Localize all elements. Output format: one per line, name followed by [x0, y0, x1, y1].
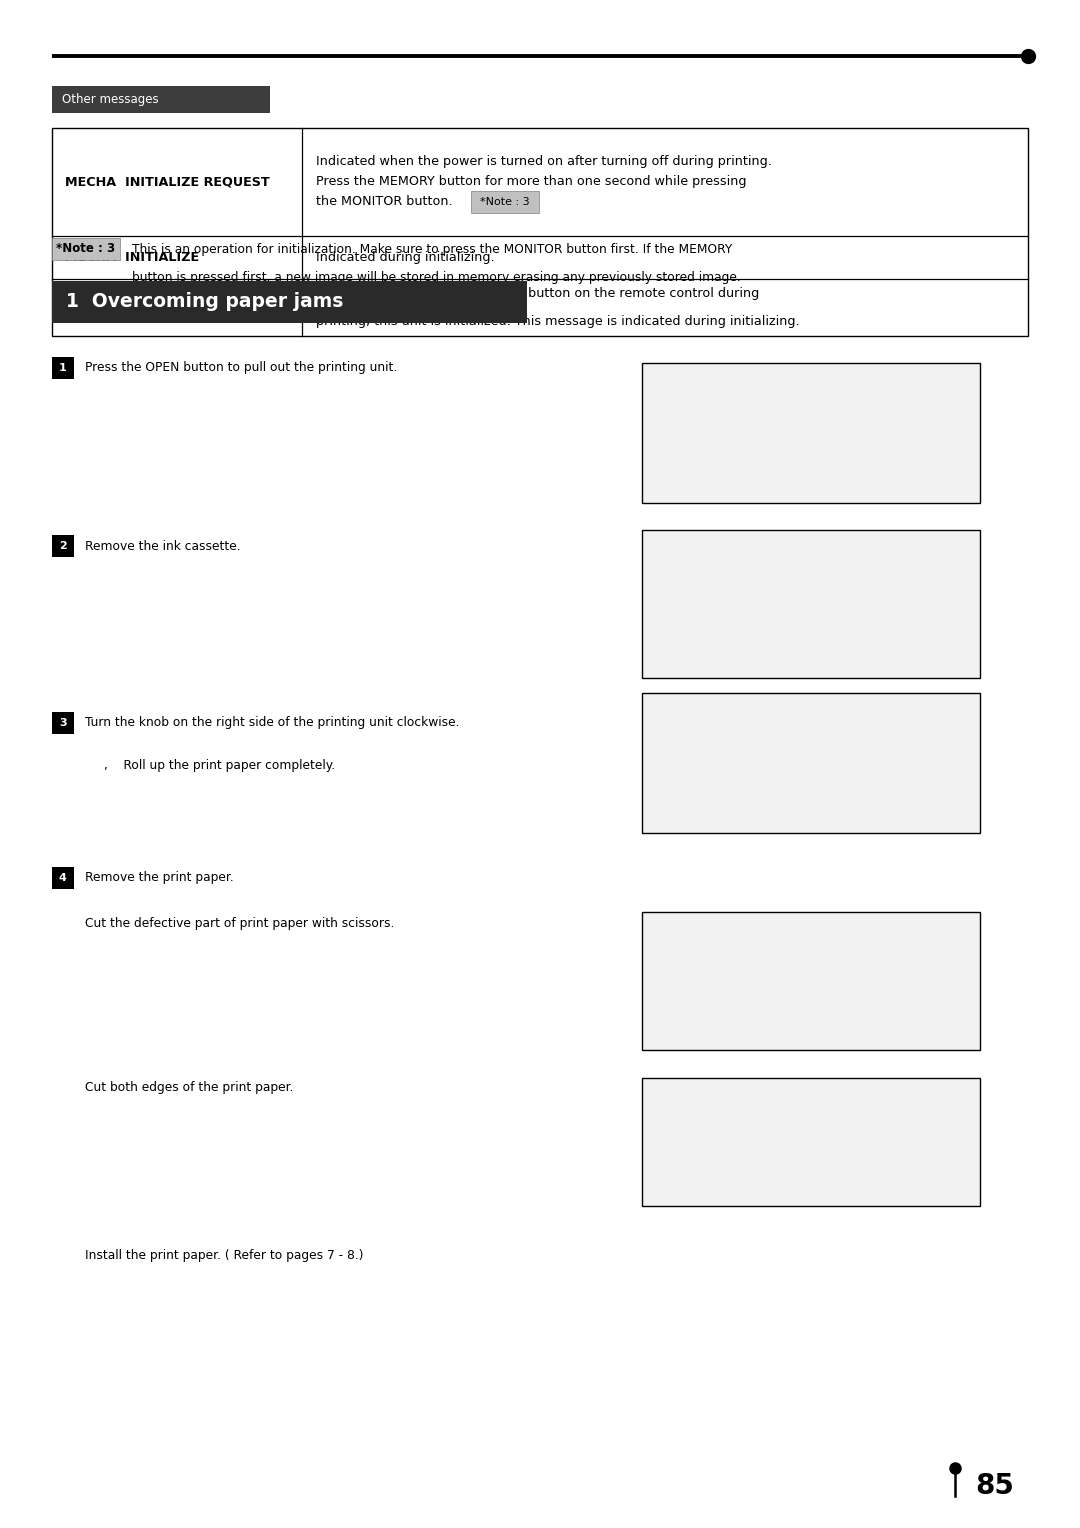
- Text: MECHA  INITIALIZE REQUEST: MECHA INITIALIZE REQUEST: [65, 176, 270, 188]
- Text: 1: 1: [59, 364, 67, 373]
- Text: 85: 85: [975, 1471, 1014, 1500]
- Bar: [52, 281, 527, 322]
- Bar: [52, 712, 73, 733]
- Text: 4: 4: [58, 872, 67, 883]
- Text: Press the OPEN button to pull out the printing unit.: Press the OPEN button to pull out the pr…: [85, 362, 397, 374]
- Text: the MONITOR button.: the MONITOR button.: [316, 196, 453, 208]
- Text: Remove the ink cassette.: Remove the ink cassette.: [85, 539, 241, 553]
- Bar: [52, 535, 73, 556]
- Text: 2: 2: [59, 541, 67, 552]
- Text: Install the print paper. ( Refer to pages 7 - 8.): Install the print paper. ( Refer to page…: [85, 1250, 364, 1262]
- Text: In the case of pressing the STOP button on the remote control during: In the case of pressing the STOP button …: [316, 287, 759, 299]
- Bar: [642, 694, 980, 833]
- Text: printing, this unit is initialized. This message is indicated during initializin: printing, this unit is initialized. This…: [316, 315, 799, 329]
- Text: Other messages: Other messages: [62, 93, 159, 105]
- Text: *Note : 3: *Note : 3: [481, 197, 530, 206]
- Text: Remove the print paper.: Remove the print paper.: [85, 871, 233, 885]
- Text: ,    Roll up the print paper completely.: , Roll up the print paper completely.: [104, 759, 335, 773]
- Bar: [642, 912, 980, 1050]
- Text: PRINT  STOP: PRINT STOP: [65, 301, 156, 313]
- Bar: [642, 364, 980, 503]
- Text: Cut both edges of the print paper.: Cut both edges of the print paper.: [85, 1082, 294, 1094]
- Bar: [52, 86, 270, 113]
- Text: Cut the defective part of print paper with scissors.: Cut the defective part of print paper wi…: [85, 917, 394, 929]
- Text: Turn the knob on the right side of the printing unit clockwise.: Turn the knob on the right side of the p…: [85, 717, 459, 729]
- FancyBboxPatch shape: [471, 191, 539, 212]
- Text: Indicated during initializing.: Indicated during initializing.: [316, 251, 495, 264]
- Text: Indicated when the power is turned on after turning off during printing.: Indicated when the power is turned on af…: [316, 156, 772, 168]
- Bar: [642, 1077, 980, 1206]
- Bar: [52, 868, 73, 889]
- Bar: [52, 128, 1028, 336]
- Text: MECHA  INITIALIZE: MECHA INITIALIZE: [65, 251, 199, 264]
- FancyBboxPatch shape: [52, 238, 120, 260]
- Text: *Note : 3: *Note : 3: [56, 243, 116, 255]
- Bar: [642, 530, 980, 678]
- Text: button is pressed first, a new image will be stored in memory erasing any previo: button is pressed first, a new image wil…: [132, 272, 741, 284]
- Text: Press the MEMORY button for more than one second while pressing: Press the MEMORY button for more than on…: [316, 176, 746, 188]
- Text: 3: 3: [59, 718, 67, 727]
- Text: 1  Overcoming paper jams: 1 Overcoming paper jams: [66, 292, 343, 312]
- Bar: [52, 358, 73, 379]
- Text: This is an operation for initialization. Make sure to press the MONITOR button f: This is an operation for initialization.…: [132, 243, 732, 255]
